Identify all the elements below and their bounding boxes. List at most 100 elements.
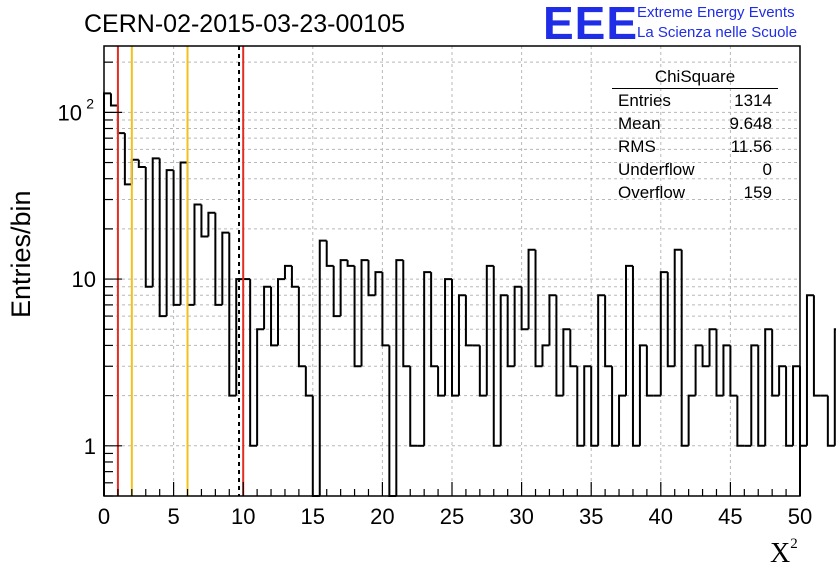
histogram-bin bbox=[116, 105, 125, 135]
histogram-bin bbox=[576, 366, 585, 447]
histogram-bin bbox=[569, 329, 578, 368]
marker-lines bbox=[116, 46, 245, 496]
histogram-bin bbox=[423, 271, 432, 446]
histogram-bin bbox=[478, 345, 487, 397]
histogram-bin bbox=[249, 279, 258, 447]
logo-line-1: Extreme Energy Events bbox=[637, 4, 795, 21]
histogram-bin bbox=[214, 212, 223, 306]
histogram-bin bbox=[680, 249, 689, 447]
histogram-bin bbox=[527, 248, 536, 330]
histogram-bin bbox=[137, 159, 146, 169]
histogram-bin bbox=[263, 285, 272, 330]
y-axis-label: Entries/bin bbox=[6, 190, 36, 318]
stats-row-mean: Mean 9.648 bbox=[612, 112, 778, 135]
histogram-bin bbox=[353, 265, 362, 368]
histogram-bin bbox=[165, 169, 174, 317]
stats-row-rms: RMS 11.56 bbox=[612, 135, 778, 158]
histogram-bin bbox=[457, 294, 466, 396]
histogram-bin bbox=[179, 161, 188, 305]
histogram-bin bbox=[332, 265, 341, 318]
histogram-bin bbox=[130, 158, 139, 185]
histogram-bin bbox=[290, 265, 299, 288]
x-axis: 0 5 10 15 20 25 30 35 40 45 50 bbox=[98, 482, 812, 529]
histogram-bin bbox=[283, 264, 292, 280]
histogram-bin bbox=[778, 365, 787, 396]
histogram-bin bbox=[395, 259, 404, 496]
histogram-bin bbox=[492, 265, 501, 447]
histogram-bin bbox=[757, 345, 766, 447]
histogram-bin bbox=[277, 278, 285, 346]
histogram-bin bbox=[673, 248, 682, 367]
histogram-bin bbox=[444, 278, 452, 396]
histogram-bin bbox=[304, 366, 313, 397]
x-axis-label: X2 bbox=[770, 536, 798, 570]
histogram-bin bbox=[325, 240, 334, 267]
histogram-bin bbox=[812, 295, 821, 397]
histogram-bin bbox=[200, 204, 209, 238]
histogram-bin bbox=[339, 259, 348, 317]
histogram-bin bbox=[402, 260, 411, 368]
stats-label: Underflow bbox=[618, 160, 695, 179]
histogram-bin bbox=[388, 345, 397, 497]
x-tick-label: 5 bbox=[167, 504, 179, 529]
stats-value: 9.648 bbox=[729, 114, 772, 133]
histogram-bin bbox=[360, 259, 369, 367]
histogram-bin bbox=[799, 366, 807, 447]
histogram-bin bbox=[548, 294, 557, 346]
histogram-bin bbox=[520, 286, 529, 331]
stats-label: Mean bbox=[618, 114, 661, 133]
histogram-bin bbox=[485, 264, 494, 396]
x-tick-label: 25 bbox=[440, 504, 464, 529]
histogram-bin bbox=[708, 328, 717, 367]
histogram-bin bbox=[186, 162, 195, 306]
histogram-bin bbox=[687, 394, 696, 446]
x-tick-label: 10 bbox=[231, 504, 255, 529]
histogram-bin bbox=[638, 344, 647, 446]
stats-box: ChiSquare Entries 1314 Mean 9.648 RMS 11… bbox=[612, 66, 778, 204]
histogram-bin bbox=[409, 366, 418, 447]
histogram-bin bbox=[228, 232, 237, 397]
run-title: CERN-02-2015-03-23-00105 bbox=[84, 10, 406, 38]
x-axis-label-base: X bbox=[770, 538, 791, 569]
histogram-bin bbox=[158, 158, 167, 318]
histogram-bin bbox=[562, 328, 571, 396]
histogram-bin bbox=[451, 279, 459, 397]
logo-line-2: La Scienza nelle Scuole bbox=[637, 24, 798, 41]
histogram-bin bbox=[722, 344, 731, 396]
histogram-bin bbox=[555, 295, 564, 397]
histogram-bin bbox=[833, 328, 836, 446]
stats-title: ChiSquare bbox=[612, 66, 778, 89]
x-tick-label: 35 bbox=[579, 504, 603, 529]
histogram-bin bbox=[597, 294, 606, 446]
histogram-bin bbox=[172, 170, 181, 306]
histogram-bin bbox=[736, 395, 745, 447]
histogram-bin bbox=[256, 328, 265, 446]
histogram-bin bbox=[694, 344, 703, 396]
histogram-bin bbox=[235, 278, 244, 396]
y-tick-label: 10 bbox=[58, 100, 82, 125]
x-axis-label-superscript: 2 bbox=[790, 536, 798, 552]
stats-value: 159 bbox=[743, 183, 772, 202]
histogram-bin bbox=[666, 272, 675, 368]
histogram-bin bbox=[785, 366, 794, 447]
histogram-bin bbox=[534, 249, 543, 368]
histogram-bin bbox=[792, 365, 800, 446]
histogram-bin bbox=[631, 265, 640, 447]
histogram-bin bbox=[625, 264, 633, 396]
histogram-bin bbox=[590, 366, 599, 447]
histogram-bin bbox=[611, 366, 620, 447]
y-tick-label: 10 bbox=[72, 267, 96, 292]
y-tick-superscript: 2 bbox=[86, 95, 94, 111]
stats-value: 11.56 bbox=[730, 137, 772, 156]
histogram-bin bbox=[499, 294, 508, 446]
histogram-bin bbox=[151, 157, 160, 287]
histogram-bin bbox=[367, 260, 376, 297]
histogram-bin bbox=[207, 211, 216, 237]
histogram-bin bbox=[659, 271, 668, 396]
histogram-bin bbox=[381, 272, 390, 347]
histogram-bin bbox=[270, 286, 278, 347]
histogram-bin bbox=[826, 395, 835, 447]
stats-value: 1314 bbox=[734, 91, 772, 110]
